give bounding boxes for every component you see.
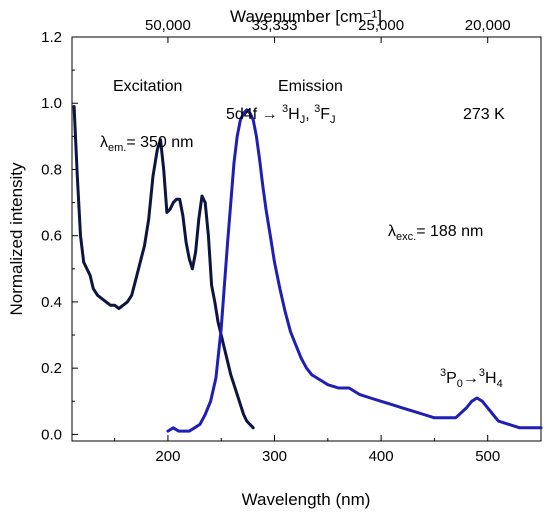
top-axis-title: Wavenumber [cm⁻¹]	[230, 7, 382, 26]
lambda-exc-annotation: λexc.= 188 nm	[388, 223, 483, 243]
series-layer	[72, 105, 543, 433]
bottom-axis: 200 300 400 500	[114, 435, 542, 465]
x-tick-label: 300	[262, 448, 287, 465]
y-tick-label: 0.2	[41, 360, 62, 377]
y-tick-label: 0.8	[41, 161, 62, 178]
x-tick-label: 500	[475, 448, 500, 465]
p-transition-annotation: 3P0→3H4	[440, 367, 503, 390]
excitation-spectrum-line	[72, 105, 255, 430]
y-tick-label: 0.4	[41, 294, 62, 311]
plot-frame	[71, 36, 542, 442]
top-axis: 50,000 33,333 25,000 20,000	[145, 17, 511, 43]
temperature-label: 273 K	[463, 106, 505, 123]
plot-area	[71, 36, 542, 442]
x-axis-title: Wavelength (nm)	[242, 490, 371, 509]
y-axis-title: Normalized intensity	[7, 162, 26, 316]
y-tick-label: 0.6	[41, 228, 62, 245]
top-tick-label: 20,000	[465, 17, 511, 34]
x-tick-label: 200	[155, 448, 180, 465]
top-tick-label: 25,000	[358, 17, 404, 34]
excitation-label: Excitation	[113, 78, 182, 95]
y-tick-label: 0.0	[41, 426, 62, 443]
left-axis: 0.0 0.2 0.4 0.6 0.8 1.0 1.2	[41, 29, 78, 443]
y-tick-label: 1.2	[41, 29, 62, 46]
top-tick-label: 50,000	[145, 17, 191, 34]
emission-spectrum-line	[166, 108, 543, 433]
emission-label: Emission	[278, 78, 343, 95]
top-tick-label: 33,333	[252, 17, 298, 34]
lambda-em-annotation: λem.= 350 nm	[100, 134, 194, 154]
x-tick-label: 400	[369, 448, 394, 465]
transition-annotation: 5d4f → 3HJ, 3FJ	[226, 103, 336, 126]
y-tick-label: 1.0	[41, 95, 62, 112]
